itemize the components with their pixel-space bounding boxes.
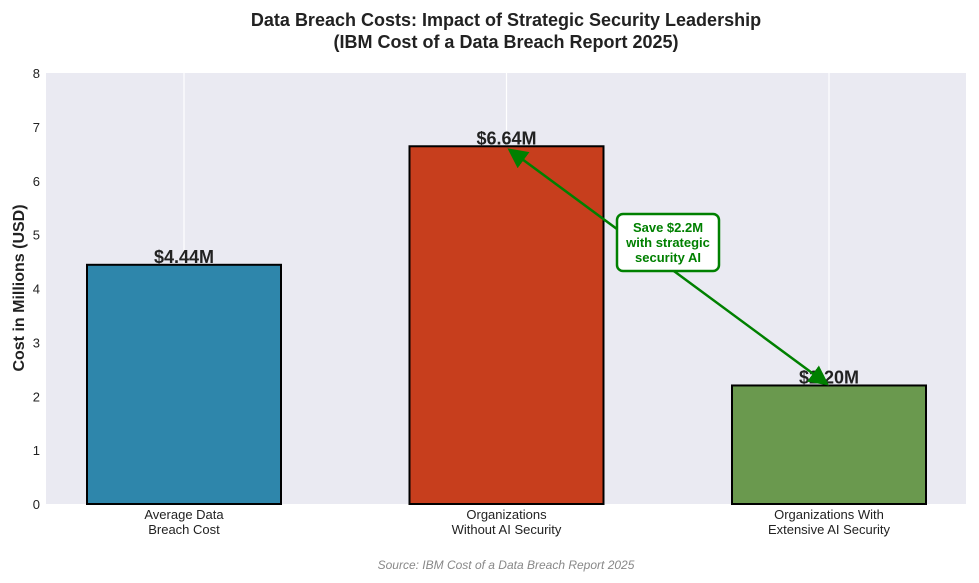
data-label: $4.44M xyxy=(154,247,214,267)
y-tick-label: 1 xyxy=(33,443,40,458)
y-tick-label: 4 xyxy=(33,282,40,297)
annotation-text: security AI xyxy=(635,250,701,265)
bar xyxy=(731,384,927,506)
chart-subtitle: (IBM Cost of a Data Breach Report 2025) xyxy=(333,32,678,52)
x-tick-label: Breach Cost xyxy=(148,522,220,537)
x-tick-label: Without AI Security xyxy=(452,522,562,537)
y-axis-label: Cost in Millions (USD) xyxy=(11,204,28,371)
chart-title: Data Breach Costs: Impact of Strategic S… xyxy=(251,10,761,30)
bar xyxy=(86,263,282,506)
x-tick-label: Organizations xyxy=(466,507,547,522)
y-tick-label: 7 xyxy=(33,120,40,135)
y-tick-label: 5 xyxy=(33,228,40,243)
bar xyxy=(408,145,605,506)
x-tick-label: Extensive AI Security xyxy=(768,522,891,537)
x-tick-label: Average Data xyxy=(144,507,224,522)
y-tick-label: 8 xyxy=(33,66,40,81)
y-tick-label: 0 xyxy=(33,497,40,512)
annotation-box xyxy=(615,212,721,273)
y-tick-label: 3 xyxy=(33,335,40,350)
annotation-text: with strategic xyxy=(625,235,710,250)
annotation-text: Save $2.2M xyxy=(633,220,703,235)
y-tick-label: 6 xyxy=(33,174,40,189)
data-label: $6.64M xyxy=(476,128,536,148)
y-tick-label: 2 xyxy=(33,389,40,404)
source-note: Source: IBM Cost of a Data Breach Report… xyxy=(378,558,635,572)
x-tick-label: Organizations With xyxy=(774,507,884,522)
